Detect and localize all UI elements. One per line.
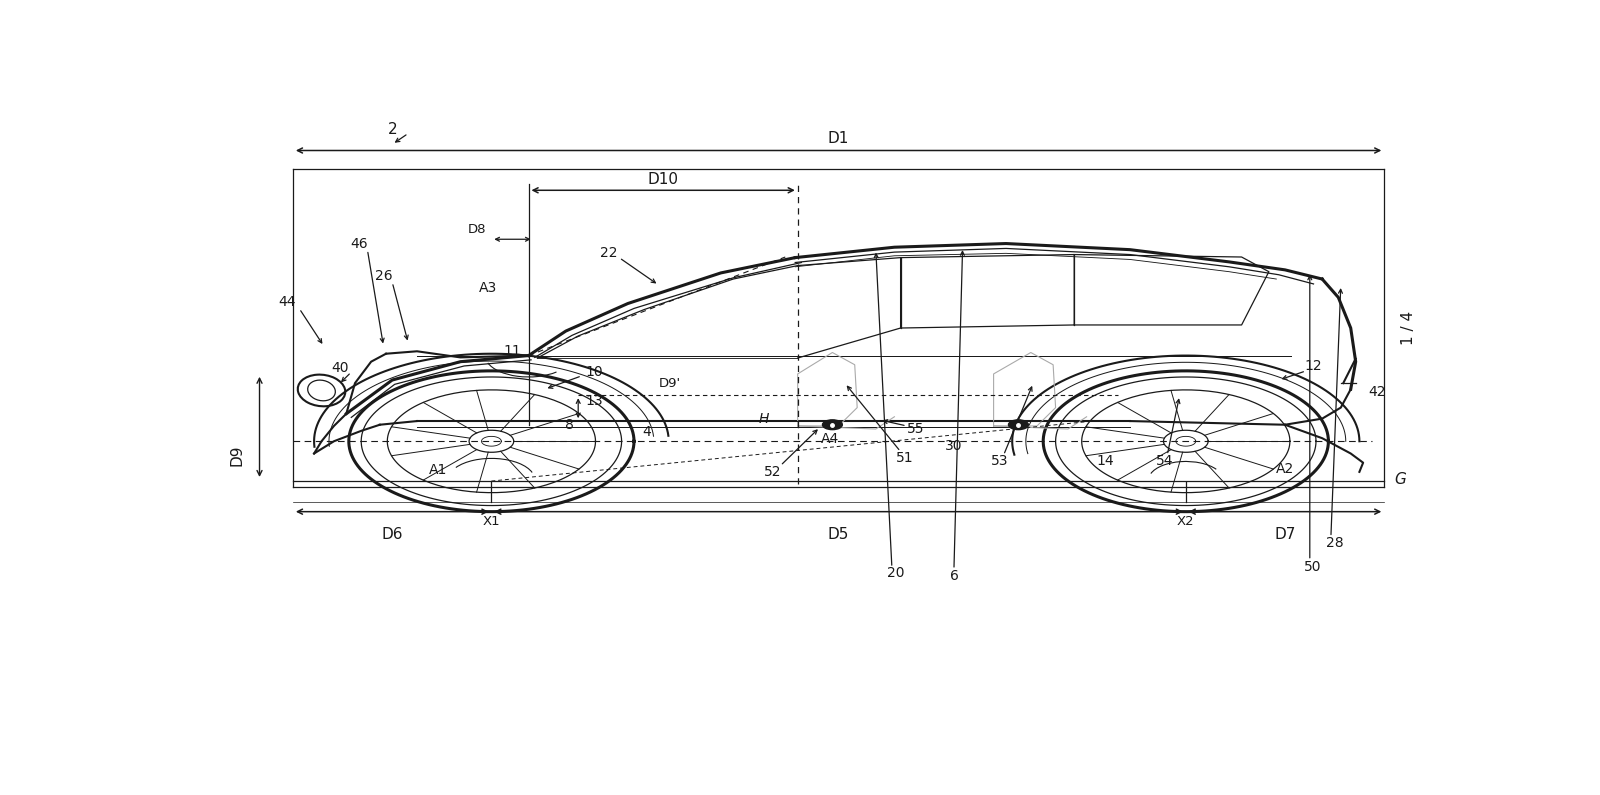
Text: A3: A3 <box>478 281 498 295</box>
Text: 44: 44 <box>278 295 296 309</box>
Text: 6: 6 <box>950 569 958 583</box>
Text: G: G <box>1394 472 1406 487</box>
Text: D7: D7 <box>1274 527 1296 542</box>
Text: 50: 50 <box>1304 560 1322 574</box>
Text: 2: 2 <box>387 122 397 137</box>
Text: 40: 40 <box>331 361 349 374</box>
Text: D9': D9' <box>659 378 682 390</box>
Text: H: H <box>758 412 770 425</box>
Text: D1: D1 <box>827 130 850 145</box>
Text: 4: 4 <box>642 425 651 439</box>
Text: 52: 52 <box>765 465 782 479</box>
Text: 22: 22 <box>600 246 618 260</box>
Text: A2: A2 <box>1275 462 1294 476</box>
Text: 30: 30 <box>946 439 963 452</box>
Circle shape <box>822 420 842 429</box>
Text: 20: 20 <box>886 566 904 580</box>
Circle shape <box>1008 420 1029 429</box>
Text: D9: D9 <box>230 444 245 466</box>
Text: 13: 13 <box>586 394 603 409</box>
Text: A4: A4 <box>821 432 838 447</box>
Text: 1 / 4: 1 / 4 <box>1402 311 1416 345</box>
Text: 11: 11 <box>504 343 522 358</box>
Text: 51: 51 <box>896 451 914 465</box>
Text: 53: 53 <box>990 455 1008 468</box>
Text: 46: 46 <box>350 237 368 250</box>
Text: 10: 10 <box>586 365 603 379</box>
Text: X2: X2 <box>1178 514 1195 528</box>
Text: 8: 8 <box>565 417 574 432</box>
Text: 26: 26 <box>374 269 392 283</box>
Text: 54: 54 <box>1155 455 1173 468</box>
Text: X1: X1 <box>483 514 501 528</box>
Text: 12: 12 <box>1304 359 1322 373</box>
Text: 42: 42 <box>1368 386 1386 399</box>
Text: D8: D8 <box>467 223 486 235</box>
Text: 55: 55 <box>907 422 925 436</box>
Text: D10: D10 <box>646 172 678 187</box>
Text: D6: D6 <box>381 527 403 542</box>
Text: A1: A1 <box>429 463 448 477</box>
Text: D5: D5 <box>827 527 850 542</box>
Text: 28: 28 <box>1326 537 1344 550</box>
Text: 14: 14 <box>1096 455 1114 468</box>
